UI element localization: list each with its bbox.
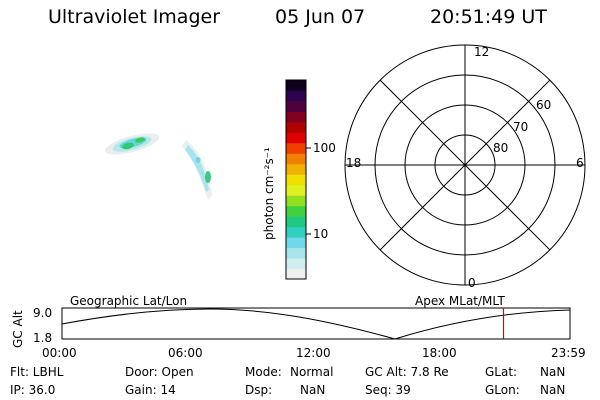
colorbar-band: [286, 216, 306, 228]
time-label: 20:51:49 UT: [430, 6, 547, 28]
mlt-label-6: 6: [576, 156, 584, 170]
lat-label-80: 80: [493, 141, 509, 155]
colorbar-band: [286, 195, 306, 207]
timeline-ytick-low: 1.8: [33, 331, 53, 345]
colorbar-band: [286, 100, 306, 112]
colorbar-band: [286, 237, 306, 249]
info-door: Door: Open: [125, 365, 194, 379]
colorbar-band: [286, 268, 306, 280]
colorbar-band: [286, 205, 306, 217]
timeline-xtick-0600: 06:00: [168, 346, 203, 360]
mlt-label-0: 0: [468, 276, 476, 290]
lat-label-60: 60: [536, 98, 552, 112]
colorbar-band: [286, 132, 306, 144]
info-dsp-label: Dsp:: [245, 383, 273, 397]
mlt-label-12: 12: [474, 45, 490, 59]
colorbar-band: [286, 247, 306, 259]
lat-label-70: 70: [513, 120, 529, 134]
polar-axis-diagonal-2: [379, 79, 551, 251]
timeline-ytick-high: 9.0: [33, 306, 53, 320]
info-mode-label: Mode:: [245, 365, 282, 379]
info-glat-label: GLat:: [485, 365, 518, 379]
colorbar-band: [286, 80, 306, 91]
info-ip: IP: 36.0: [10, 383, 56, 397]
info-gcalt: GC Alt: 7.8 Re: [365, 365, 449, 379]
orbit-altitude-curve: [61, 308, 571, 340]
colorbar-tick-100: 100: [313, 141, 336, 155]
colorbar-band: [286, 174, 306, 186]
date-label: 05 Jun 07: [275, 6, 366, 28]
colorbar-band: [286, 258, 306, 270]
timeline-xtick-2359: 23:59: [551, 346, 586, 360]
aurora-arc-left: [104, 133, 160, 155]
colorbar-band: [286, 90, 306, 102]
colorbar-band: [286, 121, 306, 133]
colorbar-band: [286, 184, 306, 196]
colorbar-band: [286, 226, 306, 238]
colorbar-tick-10: 10: [313, 227, 329, 241]
aurora-arc-right: [182, 140, 212, 200]
info-filter: Flt: LBHL: [10, 365, 64, 379]
timeline-xtick-1800: 18:00: [422, 346, 457, 360]
info-gain: Gain: 14: [125, 383, 176, 397]
info-mode-value: Normal: [290, 365, 334, 379]
instrument-title: Ultraviolet Imager: [48, 6, 221, 28]
colorbar-band: [286, 142, 306, 154]
info-dsp-value: NaN: [300, 383, 326, 397]
timeline-right-title: Apex MLat/MLT: [415, 294, 505, 308]
info-glat-value: NaN: [540, 365, 566, 379]
colorbar-band: [286, 163, 306, 175]
colorbar-band: [286, 111, 306, 123]
timeline-xtick-0000: 00:00: [42, 346, 77, 360]
info-seq: Seq: 39: [365, 383, 411, 397]
timeline-xtick-1200: 12:00: [296, 346, 331, 360]
timeline-left-title: Geographic Lat/Lon: [70, 294, 188, 308]
mlt-label-18: 18: [346, 156, 362, 170]
info-glon-value: NaN: [540, 383, 566, 397]
info-glon-label: GLon:: [485, 383, 520, 397]
colorbar-band: [286, 153, 306, 165]
